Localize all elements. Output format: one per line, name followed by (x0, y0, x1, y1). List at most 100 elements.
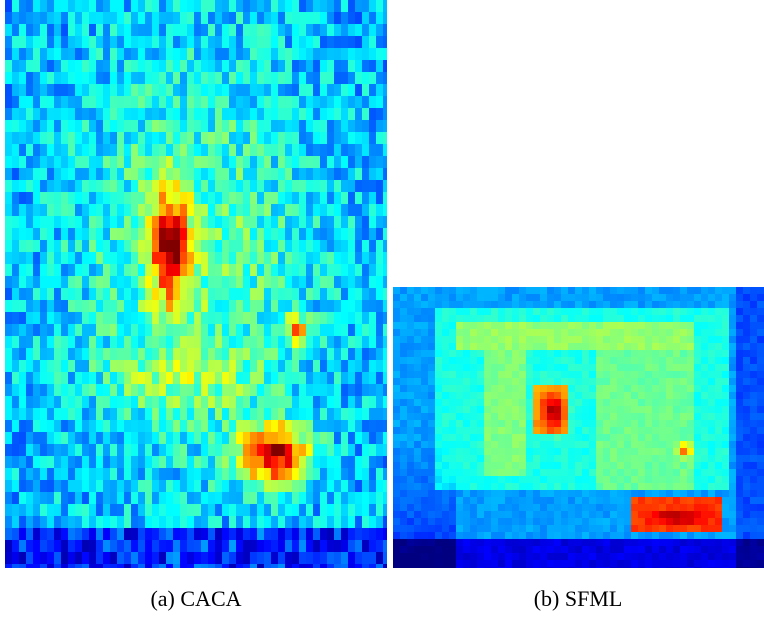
pixel (568, 420, 575, 427)
pixel (26, 372, 33, 384)
pixel (407, 371, 414, 378)
pixel (194, 72, 201, 84)
pixel (159, 252, 166, 264)
pixel (26, 252, 33, 264)
pixel (341, 552, 348, 564)
pixel (299, 132, 306, 144)
pixel (624, 539, 631, 546)
pixel (187, 396, 194, 408)
pixel (631, 476, 638, 483)
pixel (729, 301, 736, 308)
pixel (26, 528, 33, 540)
pixel (54, 24, 61, 36)
pixel (484, 469, 491, 476)
pixel (414, 462, 421, 469)
pixel (40, 396, 47, 408)
pixel (75, 300, 82, 312)
pixel (652, 413, 659, 420)
pixel (250, 432, 257, 444)
pixel (589, 385, 596, 392)
pixel (568, 413, 575, 420)
pixel (110, 264, 117, 276)
pixel (652, 385, 659, 392)
pixel (299, 336, 306, 348)
pixel (673, 399, 680, 406)
pixel (68, 192, 75, 204)
pixel (526, 525, 533, 532)
pixel (596, 413, 603, 420)
pixel (313, 444, 320, 456)
pixel (313, 528, 320, 540)
pixel (407, 315, 414, 322)
pixel (498, 385, 505, 392)
pixel (68, 504, 75, 516)
pixel (435, 392, 442, 399)
pixel (701, 462, 708, 469)
pixel (208, 408, 215, 420)
pixel (575, 483, 582, 490)
pixel (659, 497, 666, 504)
pixel (449, 378, 456, 385)
pixel (687, 518, 694, 525)
pixel (229, 384, 236, 396)
pixel (589, 546, 596, 553)
pixel (369, 528, 376, 540)
pixel (138, 204, 145, 216)
pixel (33, 204, 40, 216)
pixel (568, 567, 575, 568)
pixel (554, 357, 561, 364)
pixel (491, 420, 498, 427)
pixel (631, 343, 638, 350)
pixel (306, 336, 313, 348)
pixel (533, 343, 540, 350)
pixel (715, 546, 722, 553)
pixel (673, 420, 680, 427)
pixel (40, 288, 47, 300)
pixel (138, 528, 145, 540)
pixel (12, 12, 19, 24)
pixel (348, 312, 355, 324)
pixel (631, 455, 638, 462)
pixel (285, 276, 292, 288)
pixel (355, 156, 362, 168)
pixel (96, 132, 103, 144)
pixel (442, 518, 449, 525)
pixel (26, 48, 33, 60)
pixel (5, 312, 12, 324)
pixel (638, 364, 645, 371)
pixel (82, 228, 89, 240)
pixel (138, 240, 145, 252)
pixel (603, 434, 610, 441)
pixel (540, 518, 547, 525)
pixel (449, 294, 456, 301)
pixel (428, 301, 435, 308)
pixel (173, 504, 180, 516)
pixel (110, 180, 117, 192)
pixel (369, 396, 376, 408)
pixel (491, 434, 498, 441)
pixel (264, 192, 271, 204)
pixel (603, 301, 610, 308)
pixel (442, 322, 449, 329)
pixel (442, 546, 449, 553)
pixel (519, 329, 526, 336)
pixel (299, 156, 306, 168)
pixel (82, 72, 89, 84)
pixel (285, 384, 292, 396)
pixel (152, 348, 159, 360)
pixel (383, 312, 387, 324)
pixel (327, 408, 334, 420)
pixel (173, 480, 180, 492)
pixel (159, 48, 166, 60)
pixel (229, 336, 236, 348)
pixel (743, 336, 750, 343)
pixel (82, 444, 89, 456)
pixel (624, 385, 631, 392)
pixel (75, 444, 82, 456)
pixel (243, 504, 250, 516)
pixel (152, 48, 159, 60)
pixel (652, 525, 659, 532)
pixel (243, 396, 250, 408)
pixel (306, 180, 313, 192)
pixel (299, 276, 306, 288)
